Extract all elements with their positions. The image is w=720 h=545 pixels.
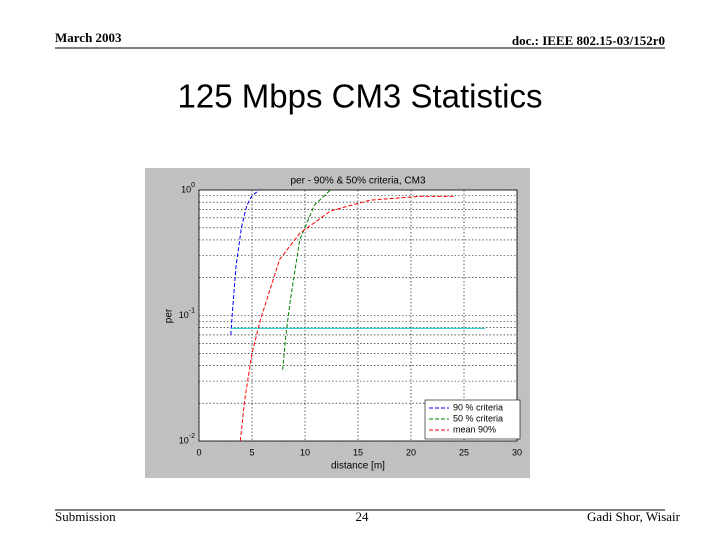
x-tick-label: 10 [300, 447, 310, 457]
x-tick-label: 30 [512, 447, 522, 457]
page-number: 24 [356, 509, 370, 524]
x-tick-label: 15 [353, 447, 363, 457]
footer-left: Submission [55, 509, 116, 524]
legend-label: 90 % criteria [453, 402, 503, 412]
legend-label: mean 90% [453, 424, 496, 434]
y-axis-label: per [164, 308, 175, 323]
series-line [230, 189, 260, 335]
legend-box [424, 399, 521, 440]
x-tick-label: 5 [249, 447, 254, 457]
header-doc: doc.: IEEE 802.15-03/152r0 [512, 33, 665, 48]
chart-title: per - 90% & 50% criteria, CM3 [290, 176, 425, 187]
x-tick-label: 0 [196, 447, 201, 457]
header-date: March 2003 [55, 30, 122, 45]
footer-right: Gadi Shor, Wisair [587, 509, 681, 524]
x-tick-label: 20 [406, 447, 416, 457]
slide-title: 125 Mbps CM3 Statistics [178, 78, 543, 115]
x-tick-label: 25 [459, 447, 469, 457]
series-line [282, 189, 331, 370]
legend-label: 50 % criteria [453, 413, 503, 423]
x-axis-label: distance [m] [331, 461, 385, 472]
